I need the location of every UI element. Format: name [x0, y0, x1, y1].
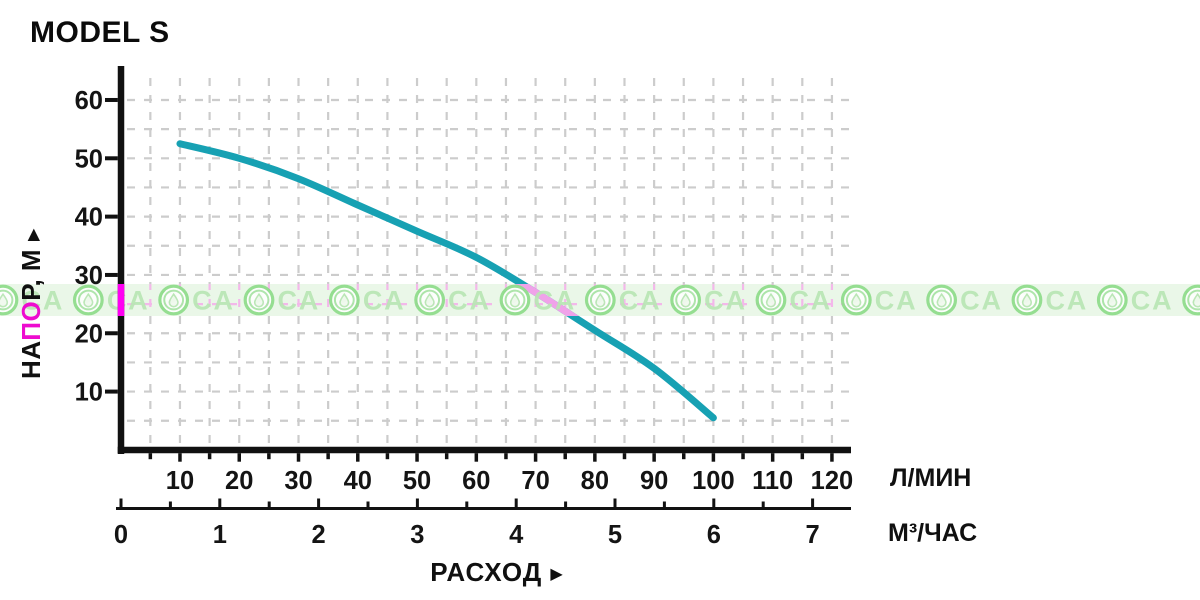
- water-drop-icon: [0, 292, 9, 308]
- water-drop-icon: [765, 292, 777, 308]
- y-axis-label: НАПОР, М ▶: [8, 70, 54, 536]
- x-m3h-tick-label: 0: [114, 521, 128, 549]
- water-drop-icon: [339, 292, 350, 308]
- axes-layer: 10 20 30 40 50 60 10 20 30 40 50 60 70 80 90 100 110 120 0…: [75, 66, 854, 549]
- x-axis-label: РАСХОД ▶: [130, 557, 864, 588]
- y-tick-label: 40: [75, 204, 103, 232]
- y-axis-label-part-magenta: ПО: [15, 300, 46, 341]
- y-tick-label: 60: [75, 87, 103, 115]
- curve-layer: [176, 140, 717, 422]
- y-axis-label-part2: Р, М: [15, 248, 46, 301]
- water-drop-icon: [83, 292, 94, 308]
- x-tick-label: 90: [640, 467, 668, 495]
- x-axis-label-text: РАСХОД: [430, 557, 543, 587]
- x-m3h-tick-label: 7: [806, 521, 820, 549]
- water-drop-icon: [851, 292, 862, 308]
- water-drop-icon: [1021, 292, 1033, 308]
- x-tick-label: 40: [344, 467, 372, 495]
- x-tick-label: 60: [462, 467, 490, 495]
- y-axis-arrow-icon: ▶: [23, 227, 42, 241]
- water-drop-icon: [253, 292, 265, 308]
- x-tick-label: 120: [811, 467, 854, 495]
- water-drop-icon: [424, 292, 435, 308]
- x-m3h-tick-label: 5: [608, 521, 622, 549]
- y-axis-magenta-segment: [117, 284, 125, 316]
- watermark-unit: СА Р: [755, 284, 861, 316]
- x-m3h-tick-label: 3: [410, 521, 424, 549]
- x-tick-label: 30: [284, 467, 312, 495]
- x-tick-label: 100: [692, 467, 735, 495]
- water-drop-icon: [1107, 292, 1118, 308]
- y-axis-label-text: НАПОР, М ▶: [16, 228, 47, 379]
- head-flow-curve: [176, 140, 717, 422]
- x-axis-arrow-icon: ▶: [550, 565, 564, 583]
- y-axis-label-part1: НА: [15, 340, 46, 379]
- x-tick-label: 20: [225, 467, 253, 495]
- water-drop-icon: [1192, 292, 1200, 308]
- watermark-logos-layer: СА Р СА Р СА Р СА Р СА Р СА Р СА Р СА Р СА Р СА Р…: [0, 284, 1200, 316]
- y-tick-label: 30: [75, 262, 103, 290]
- x-tick-label: 10: [166, 467, 194, 495]
- page-title: MODEL S: [30, 16, 170, 49]
- x-tick-label: 110: [752, 467, 793, 495]
- water-drop-icon: [936, 292, 947, 308]
- y-tick-label: 10: [75, 379, 103, 407]
- x-tick-label: 80: [581, 467, 609, 495]
- water-drop-icon: [168, 292, 179, 308]
- water-drop-icon: [680, 292, 691, 308]
- x-m3h-tick-label: 6: [707, 521, 721, 549]
- x-tick-label: 50: [403, 467, 431, 495]
- x-m3h-tick-label: 4: [509, 521, 524, 549]
- y-tick-label: 50: [75, 145, 103, 173]
- y-tick-label: 20: [75, 320, 103, 348]
- watermark-unit: СА Р: [1182, 284, 1200, 316]
- x-axis-unit-lmin: Л/МИН: [890, 464, 972, 492]
- x-m3h-tick-label: 2: [312, 521, 326, 549]
- x-tick-label: 70: [521, 467, 549, 495]
- x-axis-unit-m3h: М³/ЧАС: [888, 519, 978, 547]
- magenta-overlay-layer: [117, 284, 125, 316]
- water-drop-icon: [509, 292, 521, 308]
- x-m3h-tick-label: 1: [213, 521, 227, 549]
- water-drop-icon: [595, 292, 606, 308]
